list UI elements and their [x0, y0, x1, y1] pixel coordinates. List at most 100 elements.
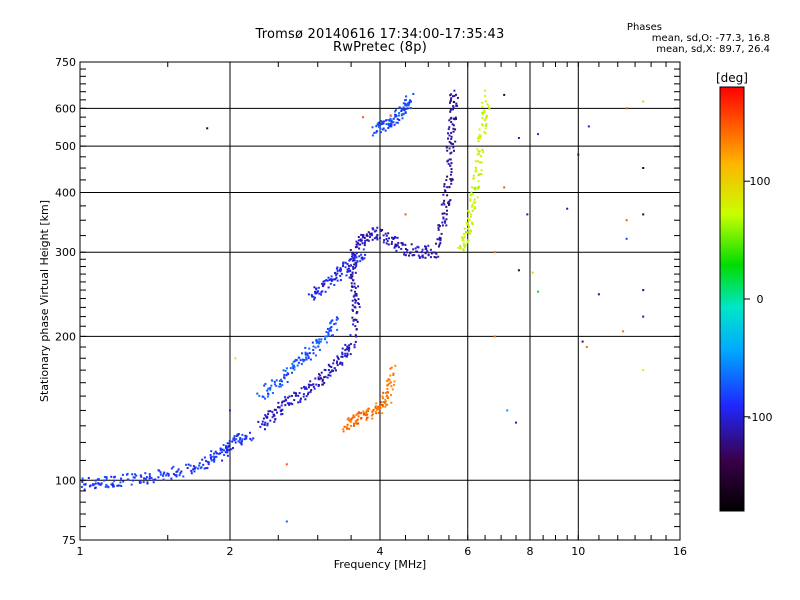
echo-point — [395, 243, 398, 246]
echo-point — [332, 334, 334, 337]
echo-point — [349, 249, 352, 251]
echo-point — [362, 116, 365, 119]
echo-point — [213, 457, 216, 460]
echo-point — [452, 143, 454, 145]
echo-point — [642, 167, 645, 169]
echo-point — [314, 290, 316, 293]
echo-point — [410, 100, 413, 103]
echo-point — [457, 246, 460, 249]
y-tick-label: 200 — [55, 330, 76, 343]
echo-point — [267, 410, 270, 413]
echo-point — [371, 238, 374, 241]
y-tick-label: 600 — [55, 102, 76, 115]
echo-point — [300, 387, 303, 390]
echo-point — [377, 405, 380, 408]
echo-point — [110, 475, 113, 478]
echo-point — [443, 183, 446, 186]
echo-point — [310, 384, 313, 387]
echo-point — [352, 268, 355, 270]
echo-point — [318, 292, 321, 295]
echo-point — [448, 186, 451, 189]
echo-point — [398, 106, 401, 109]
echo-point — [312, 352, 315, 355]
echo-point — [386, 388, 389, 390]
echo-point — [377, 411, 380, 414]
echo-point — [443, 199, 446, 202]
echo-point — [411, 254, 414, 257]
echo-point — [394, 236, 396, 238]
echo-point — [462, 237, 465, 239]
echo-point — [335, 276, 338, 279]
echo-point — [449, 173, 452, 176]
echo-point — [301, 352, 303, 355]
echo-point — [263, 423, 266, 426]
echo-point — [472, 201, 475, 204]
echo-point — [483, 109, 486, 112]
echo-point — [351, 255, 353, 258]
echo-point — [233, 435, 236, 438]
echo-point — [159, 471, 162, 474]
echo-point — [396, 236, 399, 239]
echo-point — [380, 123, 383, 126]
echo-point — [450, 179, 453, 182]
echo-point — [350, 289, 353, 292]
echo-point — [476, 137, 479, 140]
echo-point — [390, 243, 393, 245]
echo-point — [358, 255, 361, 258]
echo-point — [336, 279, 339, 282]
echo-point — [133, 476, 136, 479]
echo-point — [292, 360, 295, 363]
echo-point — [408, 101, 411, 104]
echo-point — [209, 454, 212, 456]
echo-point — [361, 258, 364, 261]
echo-point — [354, 301, 357, 304]
echo-point — [448, 119, 451, 122]
echo-point — [451, 108, 454, 111]
echo-point — [280, 409, 283, 412]
echo-point — [336, 328, 339, 331]
echo-point — [146, 482, 149, 485]
echo-point — [406, 249, 409, 251]
echo-point — [105, 483, 108, 486]
echo-point — [315, 339, 318, 342]
echo-point — [311, 295, 314, 298]
echo-point — [475, 170, 478, 173]
echo-point — [318, 348, 321, 351]
echo-point — [356, 311, 359, 314]
echo-point — [471, 193, 474, 195]
echo-point — [205, 460, 208, 462]
echo-point — [424, 245, 427, 248]
echo-point — [175, 475, 178, 478]
echo-point — [339, 362, 341, 365]
echo-point — [369, 236, 371, 239]
echo-point — [83, 488, 86, 491]
echo-point — [344, 266, 347, 269]
echo-point — [642, 315, 645, 318]
echo-point — [325, 341, 328, 344]
echo-point — [97, 478, 100, 481]
echo-point — [352, 323, 355, 326]
echo-point — [299, 399, 302, 402]
echo-point — [380, 401, 383, 403]
echo-point — [330, 320, 333, 323]
echo-point — [357, 236, 360, 238]
echo-point — [224, 451, 227, 454]
echo-point — [351, 271, 354, 274]
echo-point — [376, 237, 379, 240]
echo-point — [402, 112, 405, 115]
echo-point — [267, 392, 269, 395]
echo-point — [413, 254, 416, 257]
echo-point — [162, 474, 164, 477]
echo-point — [293, 399, 296, 402]
echo-point — [339, 279, 342, 282]
echo-point — [175, 474, 178, 477]
echo-point — [227, 445, 230, 448]
echo-point — [309, 380, 312, 383]
echo-point — [243, 438, 246, 441]
echo-point — [459, 244, 462, 247]
echo-point — [445, 146, 448, 149]
echo-point — [493, 335, 496, 338]
echo-point — [313, 298, 316, 301]
echo-point — [433, 251, 436, 254]
echo-point — [337, 356, 339, 359]
